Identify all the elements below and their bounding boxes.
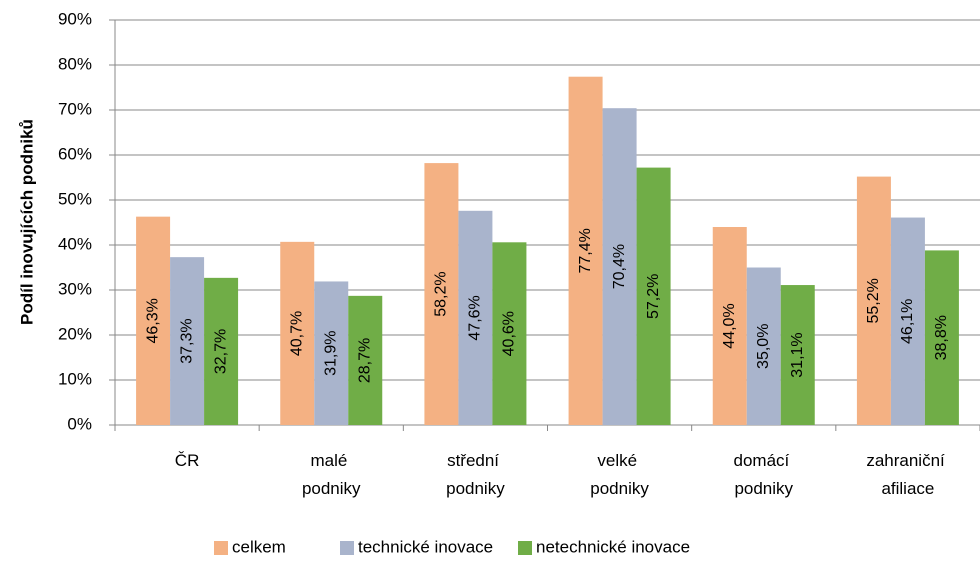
value-label: 46,3% xyxy=(144,298,161,343)
value-label: 70,4% xyxy=(611,244,628,289)
y-tick-label: 80% xyxy=(58,54,92,73)
bar xyxy=(314,281,349,425)
bar xyxy=(780,285,815,425)
bar xyxy=(602,108,637,425)
y-tick-label: 50% xyxy=(58,189,92,208)
value-label: 31,9% xyxy=(322,331,339,376)
bar xyxy=(636,167,671,425)
value-label: 35,0% xyxy=(755,324,772,369)
bar xyxy=(924,250,959,425)
y-tick-label: 30% xyxy=(58,279,92,298)
bar xyxy=(280,241,315,425)
y-tick-label: 0% xyxy=(67,414,92,433)
value-label: 38,8% xyxy=(933,315,950,360)
y-tick-label: 10% xyxy=(58,369,92,388)
bar xyxy=(348,295,383,425)
bar xyxy=(204,277,239,425)
value-label: 40,6% xyxy=(501,311,518,356)
y-tick-label: 40% xyxy=(58,234,92,253)
value-label: 58,2% xyxy=(433,271,450,316)
value-label: 47,6% xyxy=(467,295,484,340)
legend-swatch xyxy=(518,541,532,555)
bar xyxy=(424,163,459,425)
value-label: 37,3% xyxy=(178,318,195,363)
value-label: 57,2% xyxy=(645,274,662,319)
x-tick-label: velké podniky xyxy=(590,451,649,498)
value-label: 40,7% xyxy=(288,311,305,356)
legend-swatch xyxy=(214,541,228,555)
y-tick-label: 70% xyxy=(58,99,92,118)
y-tick-label: 90% xyxy=(58,9,92,28)
y-tick-label: 60% xyxy=(58,144,92,163)
bar xyxy=(746,267,781,425)
bar xyxy=(492,242,527,425)
bar xyxy=(568,76,603,425)
value-label: 46,1% xyxy=(899,299,916,344)
bar xyxy=(856,176,891,425)
legend-label: celkem xyxy=(232,537,286,556)
x-tick-label: domácí podniky xyxy=(734,451,794,498)
value-label: 31,1% xyxy=(789,332,806,377)
bar xyxy=(712,227,747,425)
x-tick-label: malé podniky xyxy=(302,451,361,498)
x-tick-label: zahraniční afiliace xyxy=(866,451,949,498)
value-label: 44,0% xyxy=(721,303,738,348)
value-label: 77,4% xyxy=(577,228,594,273)
bar xyxy=(136,216,171,425)
x-tick-label: střední podniky xyxy=(446,451,505,498)
value-label: 55,2% xyxy=(865,278,882,323)
bar xyxy=(458,210,493,425)
x-tick-label: ČR xyxy=(175,451,200,470)
value-label: 28,7% xyxy=(356,338,373,383)
legend-label: netechnické inovace xyxy=(536,537,690,556)
y-axis-title: Podíl inovujících podniků xyxy=(17,119,36,325)
y-tick-label: 20% xyxy=(58,324,92,343)
value-label: 32,7% xyxy=(212,329,229,374)
bar xyxy=(890,217,925,425)
legend-swatch xyxy=(340,541,354,555)
bar xyxy=(170,257,205,425)
legend-label: technické inovace xyxy=(358,537,493,556)
